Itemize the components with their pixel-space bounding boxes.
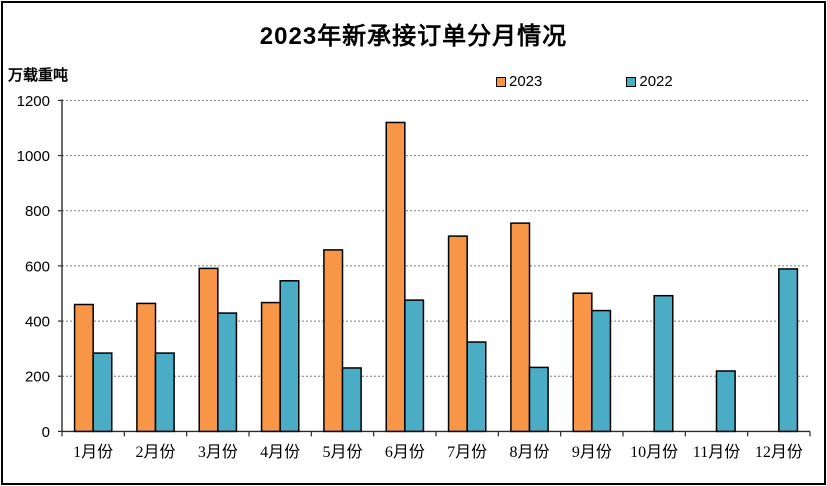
legend-swatch-2022-icon (626, 76, 637, 87)
x-label-2月份: 2月份 (135, 443, 175, 461)
x-label-1月份: 1月份 (73, 443, 113, 461)
x-label-6月份: 6月份 (385, 443, 425, 461)
x-label-8月份: 8月份 (509, 443, 549, 461)
bar-2022-7月份 (466, 341, 487, 433)
x-label-10月份: 10月份 (630, 443, 678, 461)
bar-2023-9月份 (572, 292, 593, 433)
bar-2023-4月份 (260, 301, 281, 433)
x-label-9月份: 9月份 (572, 443, 612, 461)
bar-2023-1月份 (73, 303, 94, 433)
y-tick-label-800: 800 (25, 203, 50, 220)
y-tick-label-1000: 1000 (17, 148, 50, 165)
legend-label-2023: 2023 (509, 73, 543, 90)
bar-2022-11月份 (715, 370, 736, 433)
bar-2022-3月份 (217, 312, 238, 433)
bar-2023-3月份 (198, 267, 219, 433)
legend-label-2022: 2022 (639, 73, 673, 90)
bar-2023-5月份 (323, 249, 344, 433)
y-tick-label-600: 600 (25, 258, 50, 275)
x-label-7月份: 7月份 (447, 443, 487, 461)
chart-title: 2023年新承接订单分月情况 (259, 23, 568, 50)
bar-2022-2月份 (154, 352, 175, 433)
bar-2022-9月份 (591, 309, 612, 433)
x-label-3月份: 3月份 (198, 443, 238, 461)
x-label-11月份: 11月份 (693, 443, 740, 461)
legend: 2023 2022 (496, 74, 673, 89)
bar-2022-4月份 (279, 280, 300, 433)
bar-2022-1月份 (92, 352, 113, 433)
legend-swatch-2023-icon (496, 76, 506, 87)
bar-2022-5月份 (341, 367, 362, 433)
x-label-12月份: 12月份 (755, 443, 803, 461)
bar-2022-8月份 (528, 366, 549, 433)
y-tick-label-1200: 1200 (17, 93, 50, 110)
bar-2023-7月份 (447, 235, 468, 433)
legend-entry-2022: 2022 (626, 73, 673, 90)
x-label-5月份: 5月份 (322, 443, 362, 461)
y-tick-label-0: 0 (42, 424, 50, 441)
bar-2023-2月份 (136, 302, 157, 433)
bar-2023-8月份 (510, 222, 531, 433)
bar-2022-6月份 (404, 299, 425, 433)
y-axis-unit-label: 万载重吨 (8, 67, 69, 84)
bar-2022-12月份 (778, 268, 799, 433)
y-tick-label-400: 400 (25, 314, 50, 331)
legend-entry-2023: 2023 (496, 74, 542, 89)
bar-2023-6月份 (385, 121, 406, 433)
x-label-4月份: 4月份 (260, 443, 300, 461)
bar-2022-10月份 (653, 294, 674, 433)
y-tick-label-200: 200 (25, 369, 50, 386)
